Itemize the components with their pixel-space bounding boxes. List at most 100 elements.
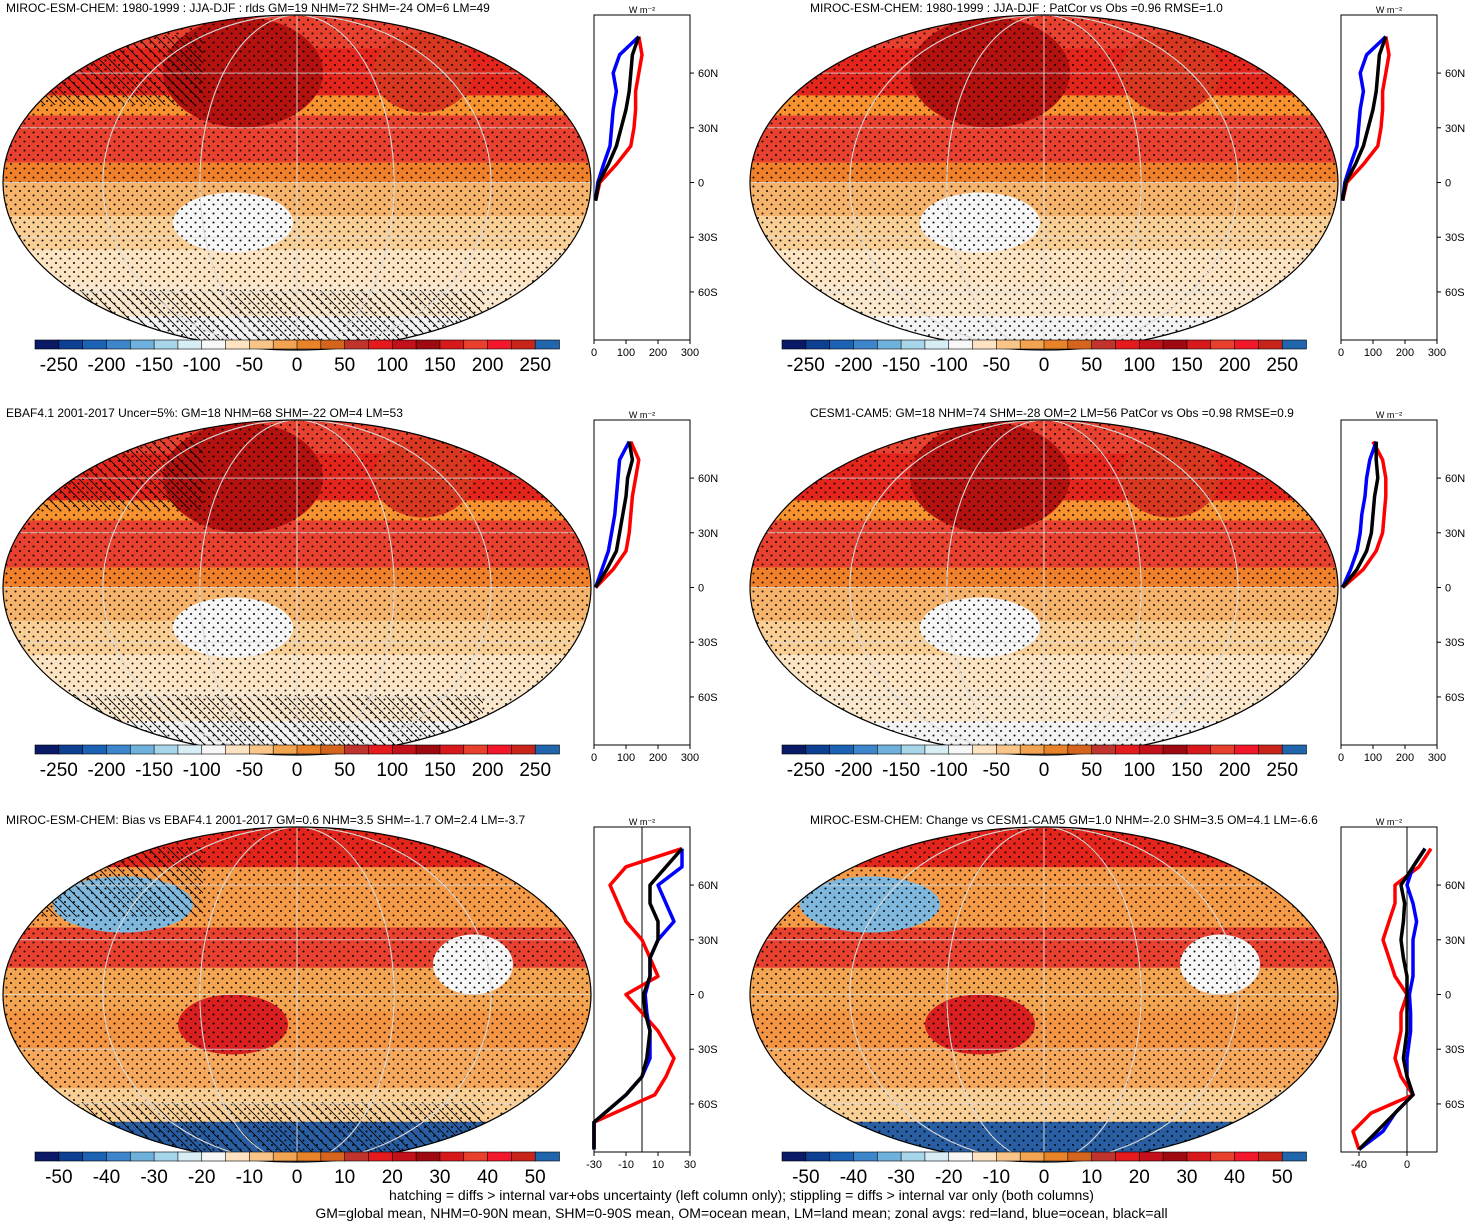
zonal-units: W m⁻² — [629, 410, 655, 420]
colorbar-cell — [1281, 1151, 1307, 1162]
colorbar-cell — [924, 744, 950, 755]
colorbar-label: -50 — [983, 355, 1010, 376]
colorbar-label: -30 — [140, 1167, 167, 1188]
colorbar-cell — [1091, 1151, 1117, 1162]
zonal-x-label: 300 — [681, 752, 699, 764]
colorbar-cell — [439, 744, 465, 755]
footer-line-1: hatching = diffs > internal var+obs unce… — [389, 1187, 1094, 1203]
zonal-x-label: 300 — [1428, 347, 1446, 359]
colorbar-cell — [511, 1151, 536, 1162]
colorbar-label: 250 — [1266, 355, 1298, 376]
lat-label: 0 — [1445, 178, 1451, 190]
colorbar-label: 250 — [1266, 760, 1298, 781]
colorbar-cell — [1019, 1151, 1045, 1162]
lat-label: 60S — [698, 1099, 718, 1111]
map-field — [3, 827, 591, 1162]
colorbar-label: 50 — [334, 355, 355, 376]
colorbar-cell — [82, 1151, 108, 1162]
colorbar-cell — [320, 339, 346, 350]
colorbar-cell — [1162, 1151, 1188, 1162]
colorbar-cell — [1234, 744, 1260, 755]
colorbar-cell — [487, 339, 513, 350]
panel-title: MIROC-ESM-CHEM: Change vs CESM1-CAM5 GM=… — [810, 813, 1318, 827]
colorbar-cell — [82, 339, 108, 350]
graticule-lon — [199, 420, 395, 755]
zonal-x-label: 0 — [591, 752, 597, 764]
colorbar-cell — [344, 1151, 370, 1162]
lat-label: 30N — [698, 123, 718, 135]
zonal-plot: W m⁻² 60N 30N 0 30S 60S 0 100 200 300 — [591, 5, 718, 359]
graticule-lon — [102, 827, 492, 1162]
colorbar-cell — [249, 339, 274, 350]
colorbar-cell — [972, 1151, 998, 1162]
graticule-lon — [102, 420, 492, 755]
lat-label: 30S — [1445, 232, 1465, 244]
colorbar-label: -40 — [93, 1167, 120, 1188]
colorbar-cell — [948, 744, 974, 755]
colorbar-cell — [1258, 1151, 1283, 1162]
colorbar-cell — [805, 744, 831, 755]
colorbar-label: -200 — [834, 760, 872, 781]
colorbar-label: -10 — [983, 1167, 1010, 1188]
colorbar-label: -200 — [87, 355, 125, 376]
colorbar-cell — [511, 339, 536, 350]
colorbar-label: -100 — [183, 355, 221, 376]
colorbar-cell — [876, 744, 902, 755]
colorbar-cell — [1067, 1151, 1093, 1162]
zonal-x-label: 200 — [649, 752, 667, 764]
colorbar-cell — [249, 1151, 274, 1162]
colorbar-label: -150 — [882, 355, 920, 376]
colorbar-cell — [296, 1151, 322, 1162]
colorbar-cell — [781, 339, 807, 350]
colorbar-label: 150 — [424, 760, 456, 781]
colorbar-cell — [1162, 744, 1188, 755]
lat-label: 0 — [698, 583, 704, 595]
panel-title: MIROC-ESM-CHEM: 1980-1999 : JJA-DJF : rl… — [6, 1, 490, 15]
colorbar-cell — [368, 1151, 394, 1162]
colorbar-cell — [829, 1151, 855, 1162]
colorbar-label: -50 — [236, 355, 263, 376]
colorbar-label: -150 — [882, 760, 920, 781]
colorbar-label: -150 — [135, 355, 173, 376]
graticule-lon — [849, 15, 1239, 350]
zonal-series-all — [594, 441, 635, 589]
map-border — [2, 826, 592, 1163]
zonal-x-label: 200 — [1396, 752, 1414, 764]
colorbar-cell — [948, 1151, 974, 1162]
zonal-x-label: 100 — [617, 752, 635, 764]
lat-label: 60S — [1445, 692, 1465, 704]
colorbar-cell — [900, 744, 926, 755]
panel-miroc-patcor: MIROC-ESM-CHEM: 1980-1999 : JJA-DJF : Pa… — [749, 1, 1465, 376]
panel-title: MIROC-ESM-CHEM: Bias vs EBAF4.1 2001-201… — [6, 813, 526, 827]
colorbar-label: 50 — [1272, 1167, 1293, 1188]
panel-title: MIROC-ESM-CHEM: 1980-1999 : JJA-DJF : Pa… — [810, 1, 1223, 15]
zonal-series-ocean — [593, 440, 631, 589]
graticule-lon — [199, 827, 395, 1162]
colorbar-cell — [368, 339, 394, 350]
map-border — [2, 419, 592, 756]
map-border — [2, 14, 592, 351]
colorbar-label: 50 — [1081, 355, 1102, 376]
zonal-frame — [1340, 826, 1438, 1153]
colorbar-label: -100 — [930, 355, 968, 376]
colorbar-cell — [1115, 1151, 1141, 1162]
zonal-units: W m⁻² — [629, 5, 655, 15]
lat-label: 30N — [1445, 528, 1465, 540]
colorbar-cell — [296, 744, 322, 755]
lat-label: 30N — [698, 935, 718, 947]
colorbar-cell — [391, 1151, 417, 1162]
zonal-series-all — [593, 36, 641, 202]
lat-label: 30N — [1445, 123, 1465, 135]
colorbar-cell — [177, 339, 203, 350]
colorbar-cell — [58, 744, 84, 755]
zonal-units: W m⁻² — [1376, 5, 1402, 15]
zonal-x-label: 0 — [1338, 347, 1344, 359]
zonal-series-land — [594, 440, 641, 589]
zonal-units: W m⁻² — [1376, 817, 1402, 827]
lat-label: 60S — [1445, 287, 1465, 299]
colorbar-cell — [1162, 339, 1188, 350]
colorbar-label: 20 — [382, 1167, 403, 1188]
colorbar: -250 -200 -150 -100 -50 0 50 100 150 200 250 — [34, 339, 560, 376]
zonal-plot: W m⁻² 60N 30N 0 30S 60S 0 100 200 300 — [1338, 410, 1465, 764]
colorbar-label: 30 — [1176, 1167, 1197, 1188]
